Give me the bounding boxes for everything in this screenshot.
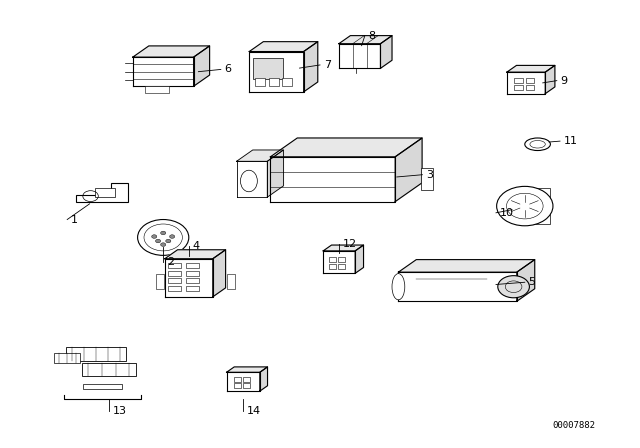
- Circle shape: [161, 243, 166, 246]
- Bar: [168, 271, 181, 276]
- Polygon shape: [355, 245, 364, 273]
- Bar: [54, 353, 80, 363]
- Bar: [339, 257, 346, 262]
- Bar: [186, 286, 199, 291]
- Bar: [255, 78, 265, 86]
- Polygon shape: [270, 157, 396, 202]
- Bar: [145, 86, 169, 93]
- Polygon shape: [304, 42, 317, 92]
- Text: 7: 7: [324, 60, 331, 70]
- Bar: [422, 168, 433, 190]
- Bar: [243, 377, 250, 382]
- Bar: [234, 377, 241, 382]
- Polygon shape: [268, 150, 284, 197]
- Text: 12: 12: [343, 239, 357, 249]
- Polygon shape: [270, 138, 422, 157]
- Circle shape: [138, 220, 189, 255]
- Polygon shape: [250, 52, 304, 92]
- Bar: [65, 347, 127, 361]
- Polygon shape: [380, 35, 392, 68]
- Bar: [330, 263, 337, 269]
- Circle shape: [170, 235, 175, 238]
- Bar: [514, 78, 523, 83]
- Text: 2: 2: [167, 257, 174, 267]
- Bar: [168, 286, 181, 291]
- Polygon shape: [507, 65, 555, 72]
- Bar: [186, 263, 199, 268]
- Bar: [83, 384, 122, 389]
- Ellipse shape: [525, 138, 550, 151]
- Circle shape: [498, 276, 529, 298]
- Polygon shape: [165, 250, 226, 258]
- Bar: [186, 278, 199, 283]
- Polygon shape: [237, 161, 268, 197]
- Polygon shape: [398, 260, 535, 272]
- Bar: [95, 188, 115, 197]
- Text: 14: 14: [247, 406, 261, 416]
- Polygon shape: [212, 250, 226, 297]
- Polygon shape: [250, 42, 317, 52]
- Text: 4: 4: [193, 241, 200, 251]
- Bar: [253, 58, 284, 78]
- Bar: [234, 383, 241, 388]
- Bar: [339, 263, 346, 269]
- Ellipse shape: [392, 274, 404, 300]
- Bar: [330, 257, 337, 262]
- Polygon shape: [133, 57, 193, 86]
- Text: 00007882: 00007882: [552, 421, 595, 430]
- Bar: [186, 271, 199, 276]
- Polygon shape: [339, 43, 380, 68]
- Text: 13: 13: [113, 406, 127, 416]
- Bar: [282, 78, 292, 86]
- Polygon shape: [545, 65, 555, 94]
- Circle shape: [161, 231, 166, 235]
- Polygon shape: [260, 367, 268, 391]
- Bar: [227, 274, 235, 289]
- Circle shape: [497, 186, 553, 226]
- Polygon shape: [133, 46, 210, 57]
- Text: 11: 11: [564, 136, 578, 146]
- Bar: [168, 263, 181, 268]
- Circle shape: [166, 239, 171, 243]
- Polygon shape: [396, 138, 422, 202]
- Bar: [525, 78, 534, 83]
- Polygon shape: [193, 46, 210, 86]
- Bar: [82, 363, 136, 376]
- Bar: [514, 85, 523, 90]
- Polygon shape: [507, 72, 545, 94]
- Text: 5: 5: [529, 277, 536, 287]
- Text: 8: 8: [369, 31, 376, 41]
- Bar: [243, 383, 250, 388]
- Bar: [156, 274, 164, 289]
- Polygon shape: [76, 183, 128, 202]
- Polygon shape: [323, 251, 355, 273]
- Polygon shape: [227, 372, 260, 391]
- Text: 6: 6: [225, 65, 232, 74]
- Polygon shape: [165, 258, 212, 297]
- Bar: [525, 85, 534, 90]
- Polygon shape: [517, 260, 535, 301]
- Polygon shape: [339, 35, 392, 43]
- Bar: [168, 278, 181, 283]
- Text: 9: 9: [561, 76, 568, 86]
- Polygon shape: [398, 272, 517, 301]
- Polygon shape: [323, 245, 364, 251]
- Circle shape: [152, 235, 157, 238]
- Circle shape: [156, 239, 161, 243]
- Polygon shape: [237, 150, 284, 161]
- Text: 10: 10: [500, 208, 514, 218]
- Bar: [516, 188, 550, 224]
- Bar: [269, 78, 278, 86]
- Polygon shape: [227, 367, 268, 372]
- Text: 1: 1: [71, 215, 78, 224]
- Text: 3: 3: [426, 170, 433, 180]
